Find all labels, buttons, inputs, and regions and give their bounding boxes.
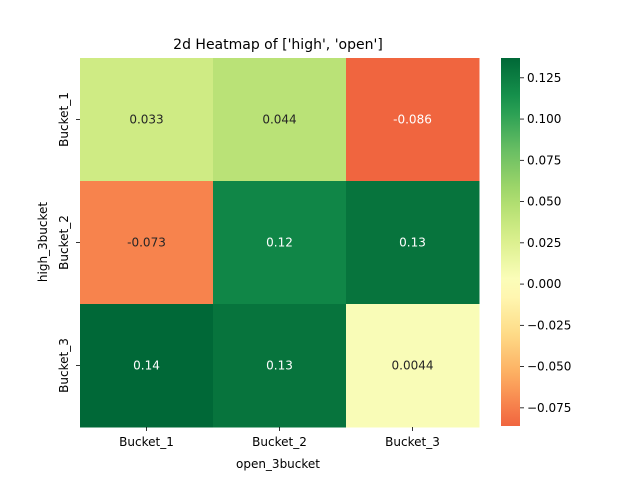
- heatmap-cell: [346, 181, 480, 305]
- colorbar: −0.075 −0.050 −0.025 0.000 0.025 0.050 0.075 0.…: [501, 58, 571, 426]
- colorbar-tick-label: 0.100: [527, 112, 561, 126]
- colorbar-tick-label: −0.025: [527, 318, 571, 332]
- y-axis-ticks: Bucket_1 Bucket_2 Bucket_3: [57, 92, 80, 393]
- heatmap-cell: [346, 58, 480, 182]
- y-tick-label: Bucket_3: [57, 338, 71, 393]
- cell-value-label: 0.13: [266, 359, 293, 373]
- heatmap-cell: [346, 304, 480, 428]
- colorbar-tick-label: 0.075: [527, 153, 561, 167]
- x-axis-ticks: Bucket_1 Bucket_2 Bucket_3: [119, 427, 440, 449]
- x-tick-label: Bucket_1: [119, 435, 174, 449]
- colorbar-tick-label: 0.125: [527, 71, 561, 85]
- heatmap-cell: [213, 58, 347, 182]
- cell-value-label: 0.0044: [392, 359, 434, 373]
- chart-title: 2d Heatmap of ['high', 'open']: [173, 37, 383, 53]
- cell-value-label: 0.13: [399, 236, 426, 250]
- heatmap-cells: 0.033 0.044 -0.086 -0.073 0.12 0.13 0.14 0.13 0.…: [80, 58, 480, 428]
- colorbar-tick-label: 0.000: [527, 277, 561, 291]
- y-axis-label: high_3bucket: [36, 202, 50, 283]
- x-axis-label: open_3bucket: [236, 457, 320, 471]
- colorbar-tick-label: 0.025: [527, 236, 561, 250]
- y-tick-label: Bucket_2: [57, 215, 71, 270]
- x-tick-label: Bucket_3: [385, 435, 440, 449]
- cell-value-label: 0.033: [129, 113, 163, 127]
- heatmap-cell: [80, 58, 214, 182]
- y-tick-label: Bucket_1: [57, 92, 71, 147]
- cell-value-label: -0.086: [393, 113, 432, 127]
- heatmap-cell: [80, 181, 214, 305]
- cell-value-label: -0.073: [127, 236, 166, 250]
- cell-value-label: 0.14: [133, 359, 160, 373]
- cell-value-label: 0.044: [262, 113, 296, 127]
- x-tick-label: Bucket_2: [252, 435, 307, 449]
- colorbar-tick-label: 0.050: [527, 195, 561, 209]
- colorbar-tick-label: −0.050: [527, 360, 571, 374]
- heatmap-cell: [80, 304, 214, 428]
- colorbar-tick-label: −0.075: [527, 401, 571, 415]
- heatmap-cell: [213, 181, 347, 305]
- heatmap-cell: [213, 304, 347, 428]
- cell-value-label: 0.12: [266, 236, 293, 250]
- colorbar-gradient: [501, 58, 520, 426]
